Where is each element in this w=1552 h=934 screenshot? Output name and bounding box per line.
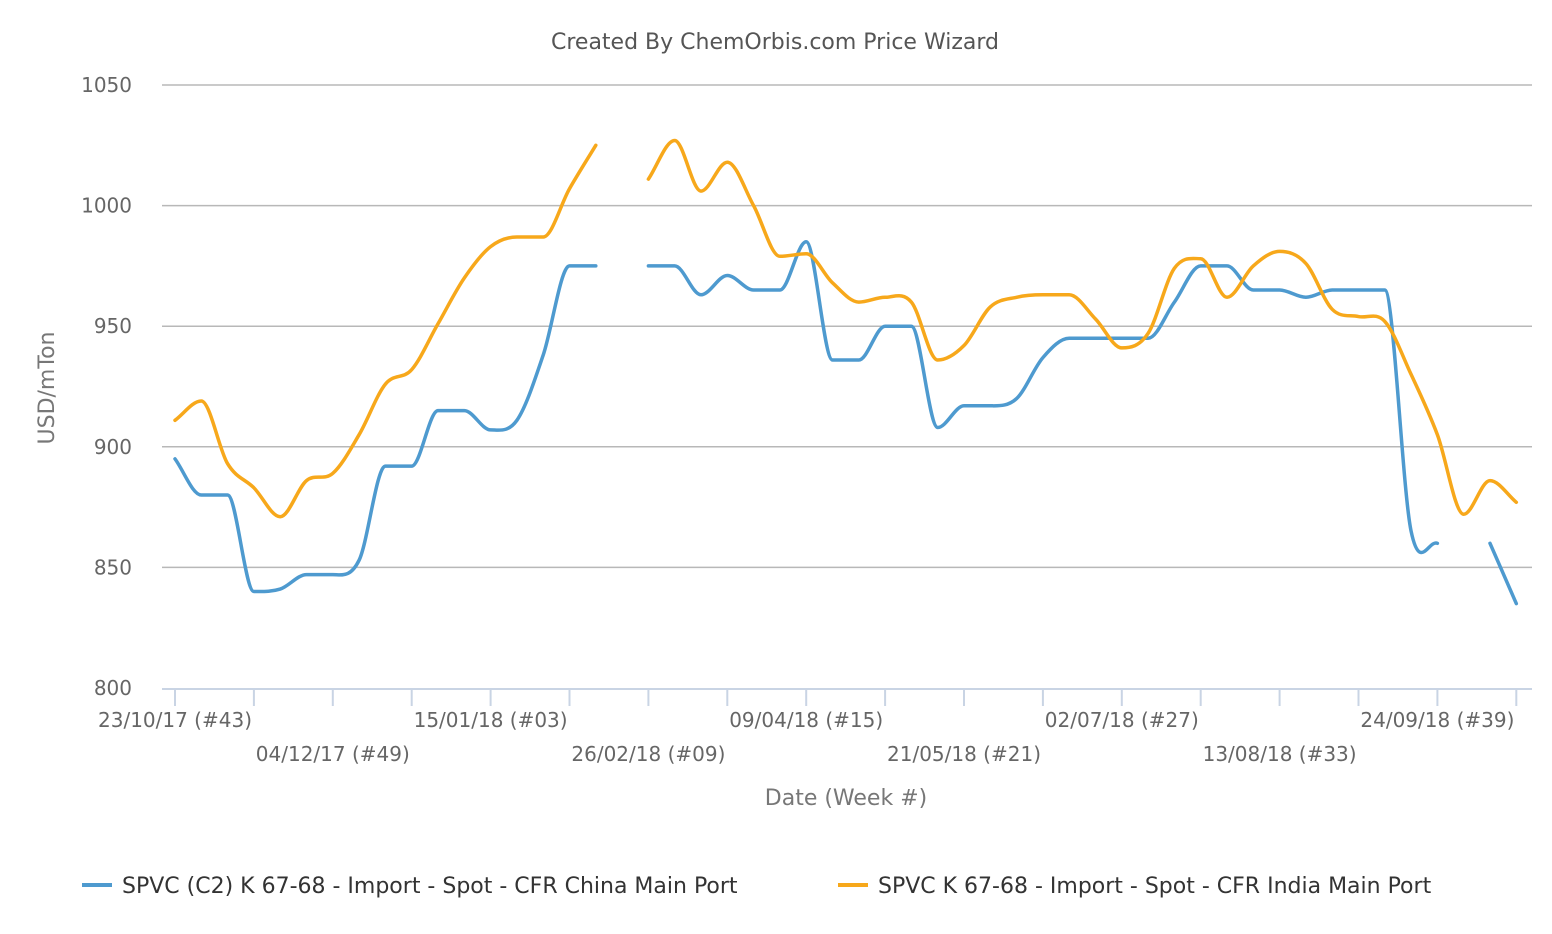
grid-lines: [162, 84, 1532, 569]
legend-label: SPVC (C2) K 67-68 - Import - Spot - CFR …: [122, 874, 738, 899]
series-line-segment: [173, 264, 598, 594]
legend-item[interactable]: SPVC (C2) K 67-68 - Import - Spot - CFR …: [82, 874, 738, 899]
series-2: [173, 138, 1519, 519]
series-lines: [173, 138, 1519, 606]
x-tick-label: 02/07/18 (#27): [1045, 708, 1199, 732]
y-tick-label: 950: [94, 314, 132, 338]
y-axis-title: USD/mTon: [35, 332, 60, 445]
x-tick-label: 15/01/18 (#03): [414, 708, 568, 732]
x-tick-label: 04/12/17 (#49): [256, 742, 410, 766]
series-line-segment: [1488, 541, 1519, 606]
x-tick-label: 24/09/18 (#39): [1360, 708, 1514, 732]
series-line-segment: [646, 138, 1519, 517]
y-tick-label: 1000: [81, 194, 132, 218]
x-axis-title: Date (Week #): [765, 786, 927, 811]
y-tick-label: 1050: [81, 73, 132, 97]
y-tick-label: 900: [94, 435, 132, 459]
x-tick-label: 21/05/18 (#21): [887, 742, 1041, 766]
x-axis: 23/10/17 (#43)04/12/17 (#49)15/01/18 (#0…: [98, 688, 1532, 766]
legend-label: SPVC K 67-68 - Import - Spot - CFR India…: [878, 874, 1432, 899]
legend: SPVC (C2) K 67-68 - Import - Spot - CFR …: [82, 874, 1432, 899]
chart-title: Created By ChemOrbis.com Price Wizard: [551, 30, 999, 55]
x-tick-label: 26/02/18 (#09): [571, 742, 725, 766]
series-1: [173, 240, 1519, 606]
legend-item[interactable]: SPVC K 67-68 - Import - Spot - CFR India…: [838, 874, 1432, 899]
x-tick-label: 09/04/18 (#15): [729, 708, 883, 732]
x-tick-label: 23/10/17 (#43): [98, 708, 252, 732]
y-axis-labels: 800 850 900 950 1000 1050: [81, 73, 132, 700]
y-tick-label: 800: [94, 676, 132, 700]
x-tick-label: 13/08/18 (#33): [1203, 742, 1357, 766]
series-line-segment: [646, 240, 1440, 555]
series-line-segment: [173, 143, 598, 519]
y-tick-label: 850: [94, 555, 132, 579]
